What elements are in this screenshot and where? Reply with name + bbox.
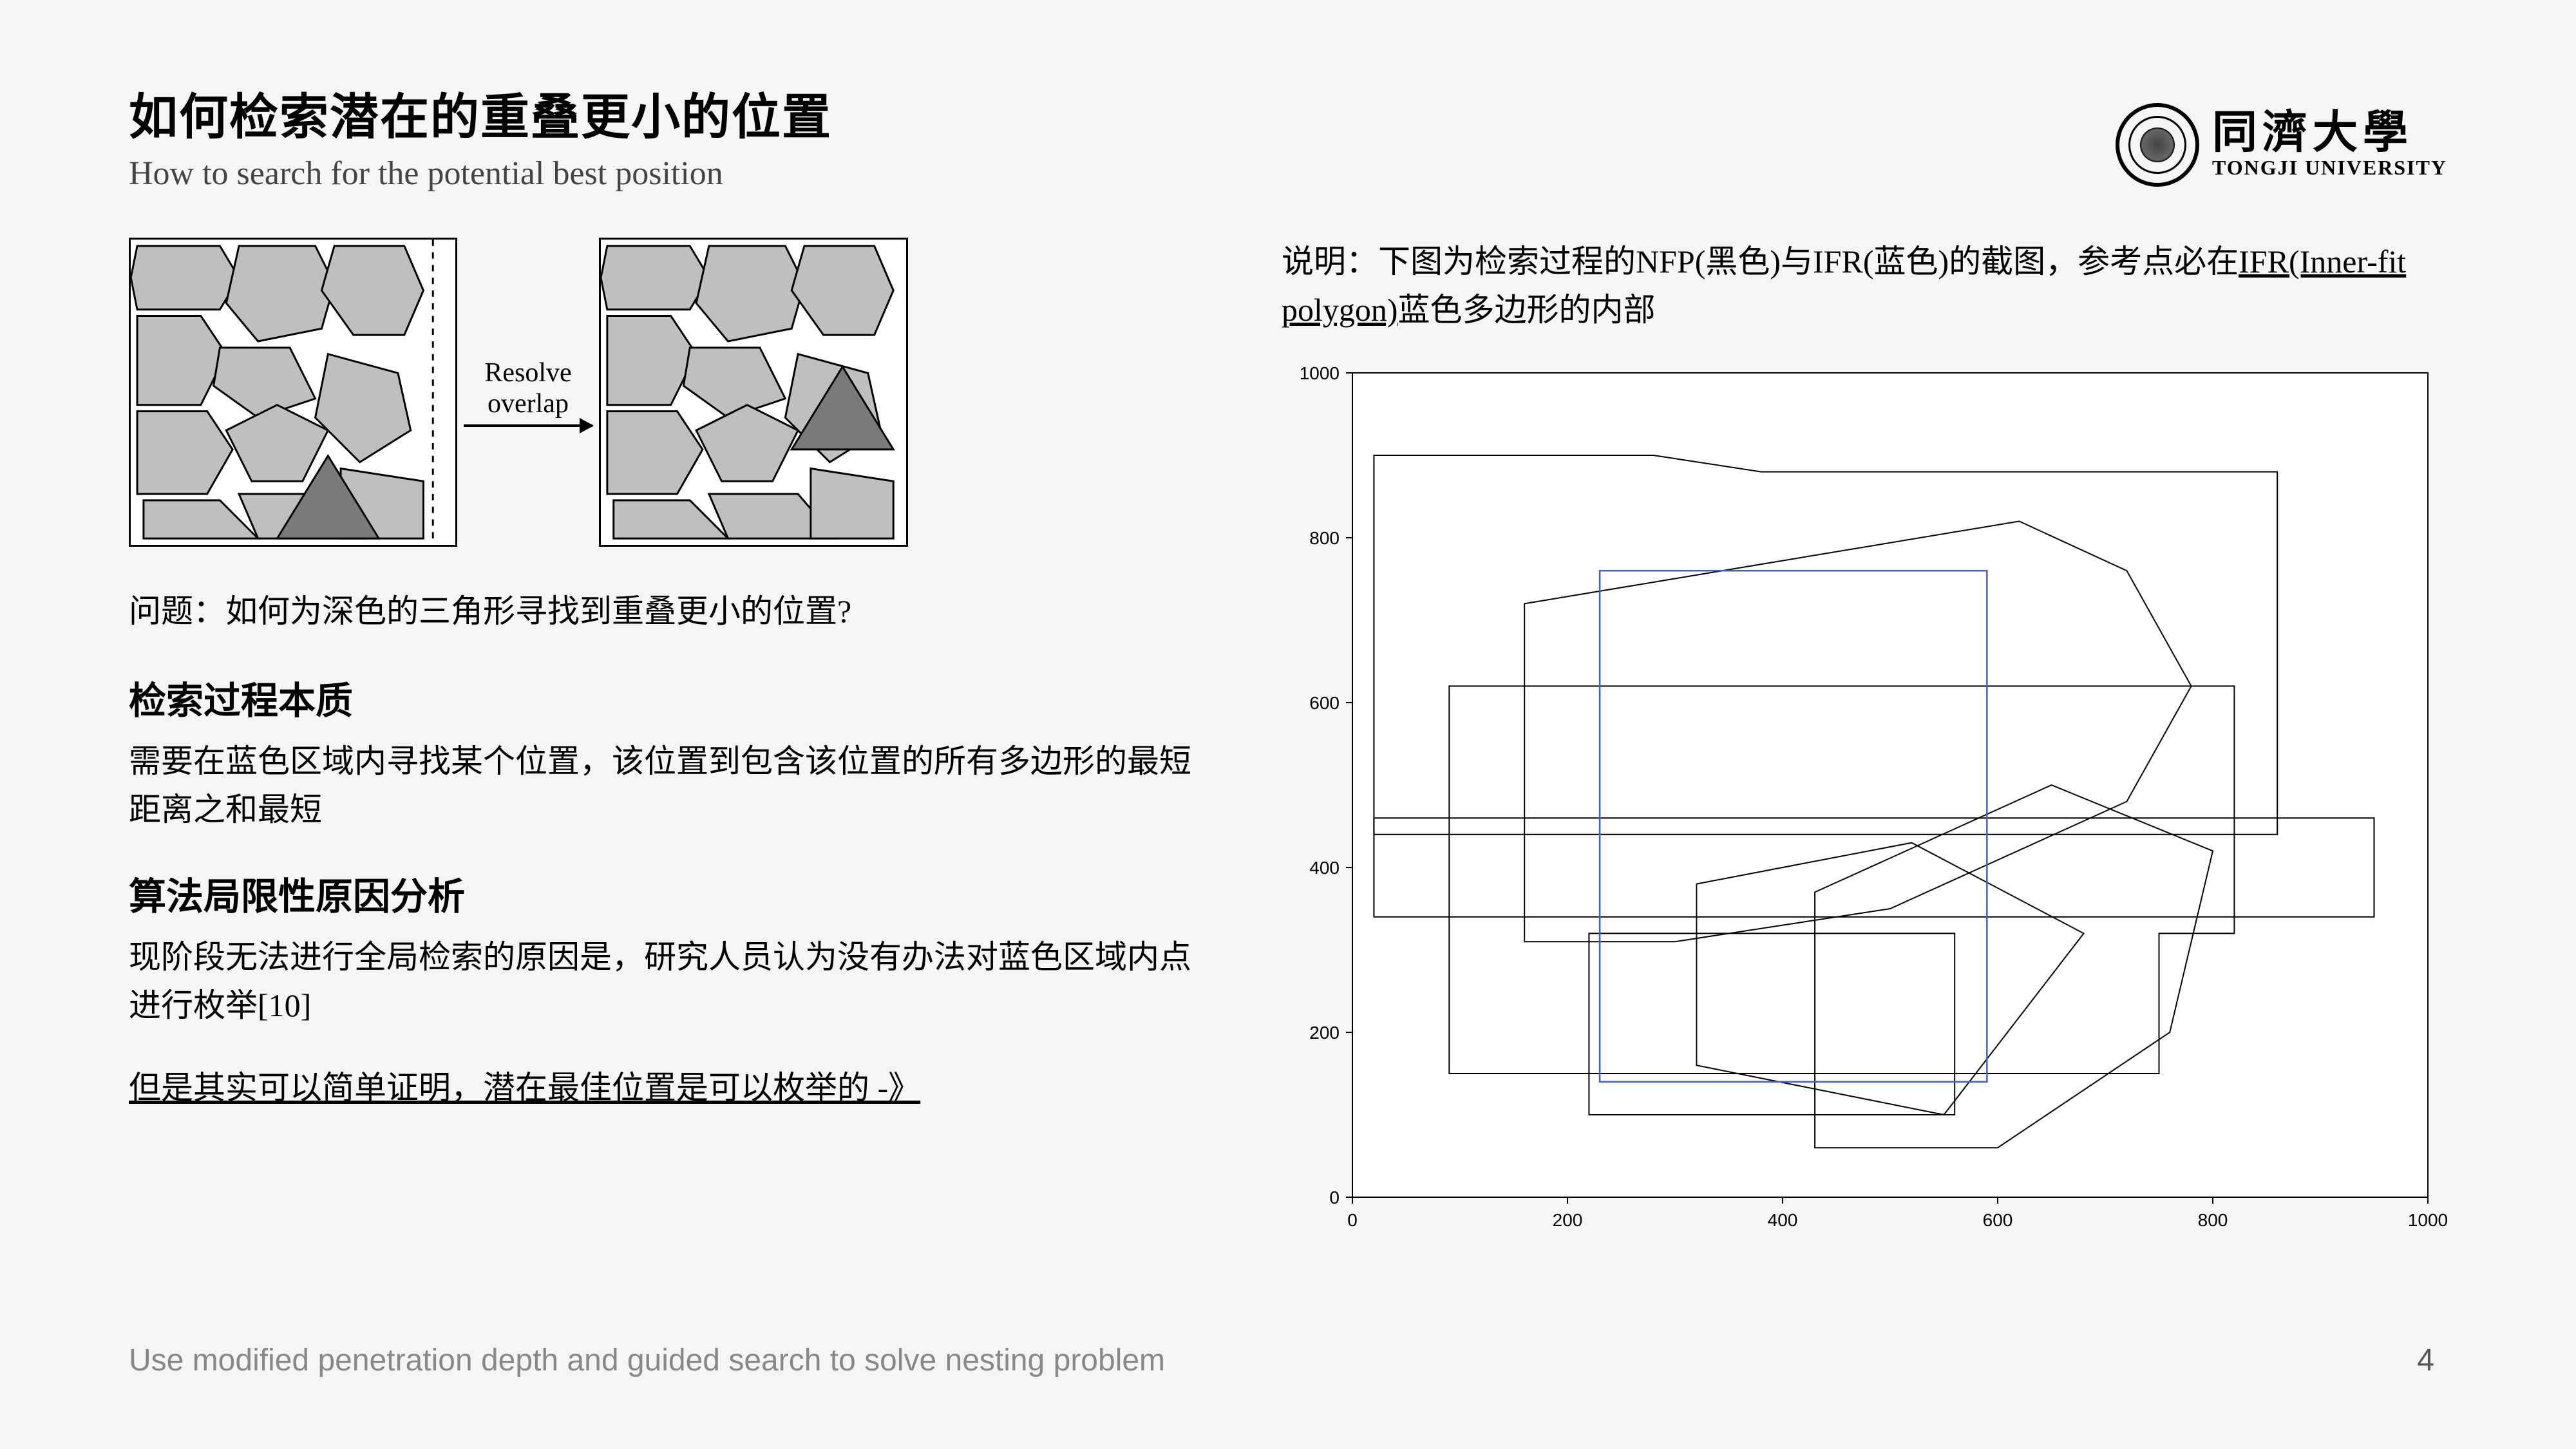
university-logo: 同濟大學 TONGJI UNIVERSITY — [2116, 103, 2447, 187]
svg-text:800: 800 — [1309, 528, 1340, 548]
footer-text: Use modified penetration depth and guide… — [129, 1343, 1165, 1378]
section2-heading: 算法局限性原因分析 — [129, 866, 1191, 920]
section2-body: 现阶段无法进行全局检索的原因是，研究人员认为没有办法对蓝色区域内点进行枚举[10… — [129, 933, 1191, 1030]
svg-text:1000: 1000 — [1300, 363, 1340, 383]
right-caption: 说明：下图为检索过程的NFP(黑色)与IFR(蓝色)的截图，参考点必在IFR(I… — [1282, 238, 2447, 334]
packing-before — [129, 238, 457, 547]
svg-text:200: 200 — [1553, 1210, 1583, 1230]
question-text: 问题：如何为深色的三角形寻找到重叠更小的位置? — [129, 585, 1191, 632]
svg-text:600: 600 — [1983, 1210, 2013, 1230]
section1-heading: 检索过程本质 — [129, 670, 1191, 724]
packing-after — [599, 238, 908, 547]
caption-suffix: 蓝色多边形的内部 — [1398, 292, 1656, 328]
svg-text:800: 800 — [2198, 1210, 2228, 1230]
section1-body: 需要在蓝色区域内寻找某个位置，该位置到包含该位置的所有多边形的最短距离之和最短 — [129, 737, 1191, 834]
title-chinese: 如何检索潜在的重叠更小的位置 — [129, 77, 2447, 148]
logo-cn: 同濟大學 — [2212, 111, 2447, 156]
nfp-ifr-chart: 0 200 400 600 800 1000 0 200 400 600 800 1000 — [1282, 360, 2447, 1242]
resolve-arrow: Resolve overlap — [464, 357, 592, 427]
overlap-diagram: Resolve overlap — [129, 238, 1191, 547]
caption-prefix: 说明：下图为检索过程的NFP(黑色)与IFR(蓝色)的截图，参考点必在 — [1282, 243, 2239, 279]
title-english: How to search for the potential best pos… — [129, 155, 2447, 193]
right-column: 说明：下图为检索过程的NFP(黑色)与IFR(蓝色)的截图，参考点必在IFR(I… — [1282, 238, 2447, 1242]
logo-seal-icon — [2116, 103, 2199, 187]
svg-text:0: 0 — [1329, 1188, 1340, 1208]
arrow-label-2: overlap — [488, 388, 569, 419]
svg-text:400: 400 — [1768, 1210, 1798, 1230]
arrow-label-1: Resolve — [484, 357, 571, 388]
page-number: 4 — [2417, 1343, 2434, 1378]
left-column: Resolve overlap — [129, 238, 1191, 1242]
svg-text:600: 600 — [1309, 693, 1340, 713]
svg-text:0: 0 — [1347, 1210, 1358, 1230]
svg-text:400: 400 — [1309, 858, 1340, 878]
svg-text:200: 200 — [1309, 1023, 1340, 1043]
logo-en: TONGJI UNIVERSITY — [2212, 156, 2447, 180]
conclusion-text: 但是其实可以简单证明，潜在最佳位置是可以枚举的 -》 — [129, 1062, 1191, 1108]
svg-text:1000: 1000 — [2408, 1210, 2447, 1230]
